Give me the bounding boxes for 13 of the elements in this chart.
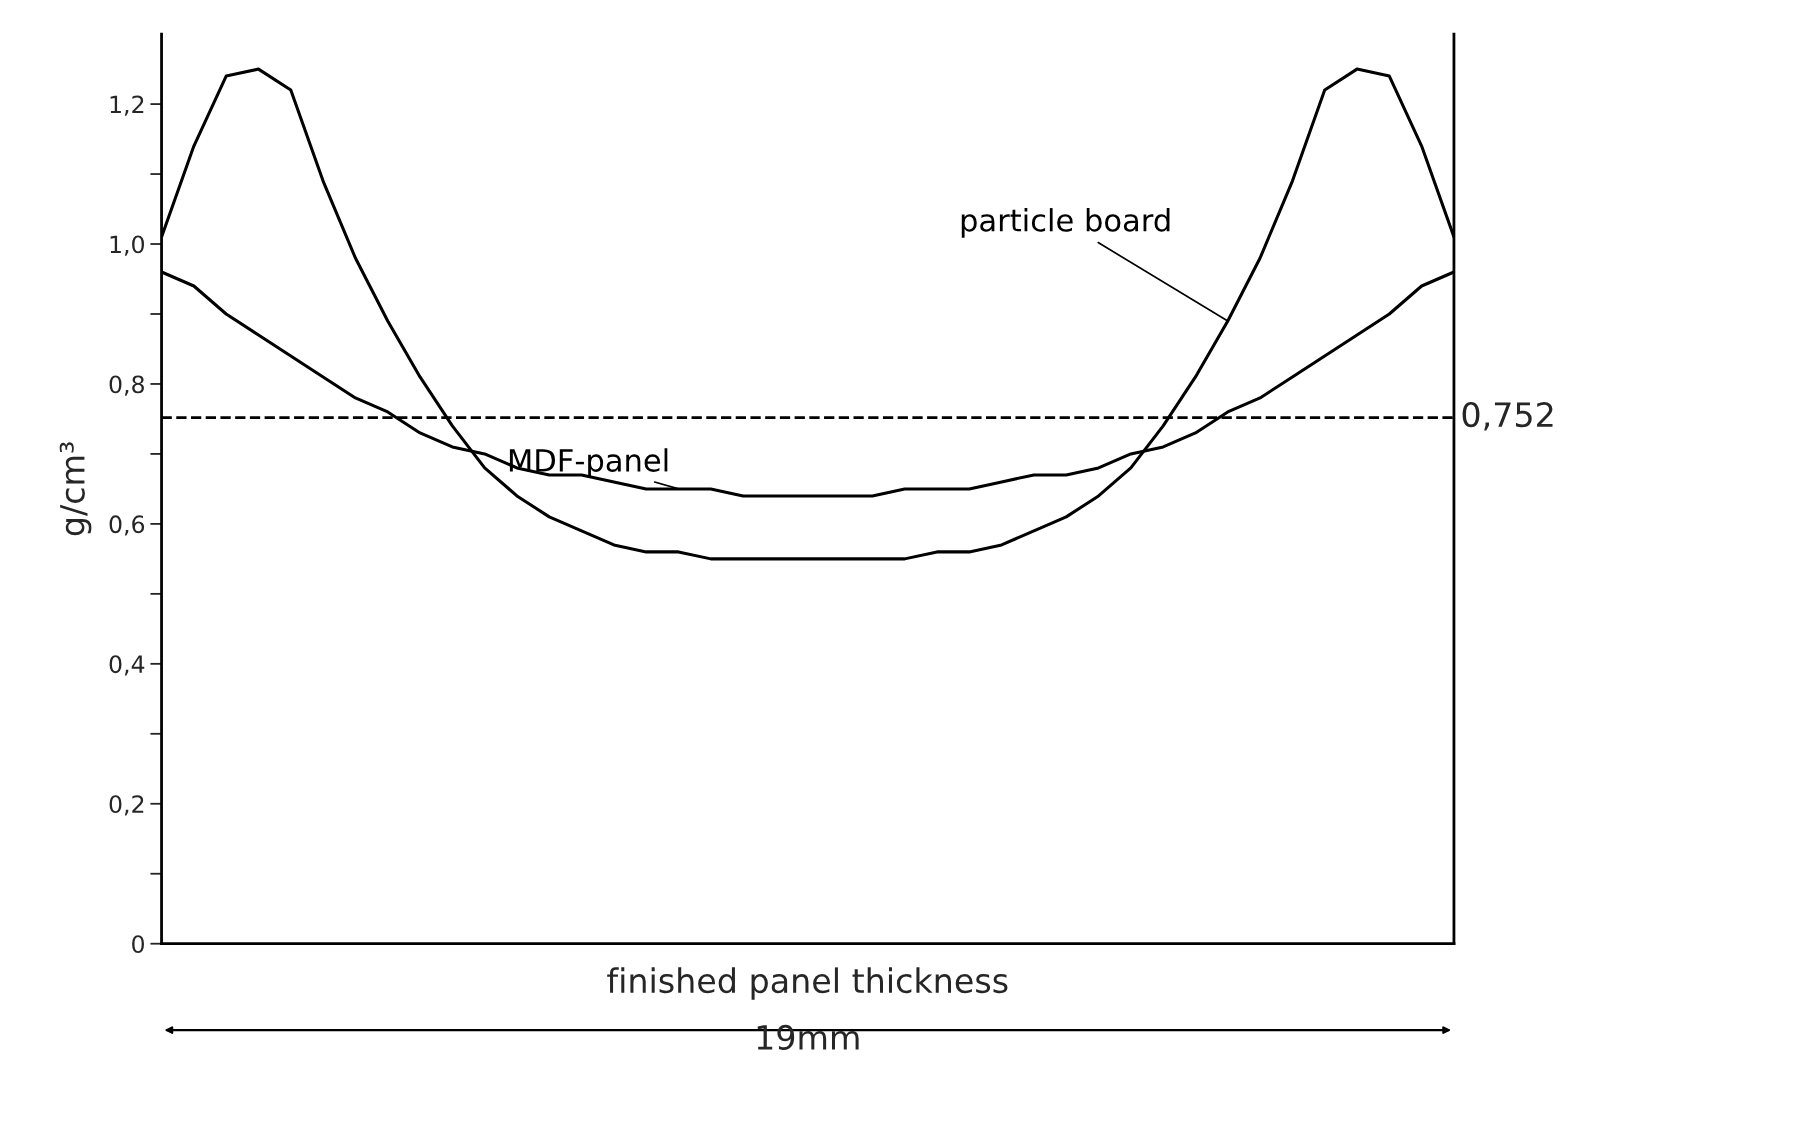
series-label: MDF-panel bbox=[509, 448, 668, 478]
x-axis-title: finished panel thickness bbox=[607, 967, 1008, 1000]
y-tick-label: 1,2 bbox=[110, 95, 144, 116]
y-tick-label: 0,6 bbox=[109, 515, 145, 536]
y-tick-label: 1,0 bbox=[110, 235, 145, 256]
text: particle board bbox=[961, 208, 1170, 238]
ref-line-label: 0,752 bbox=[1462, 402, 1553, 431]
text: 19mm bbox=[757, 1024, 859, 1051]
y-tick-label: 0 bbox=[132, 935, 145, 954]
y-tick-label: 0,2 bbox=[109, 795, 144, 816]
y-tick-label: 0,8 bbox=[109, 375, 144, 396]
y-axis-title: g/cm³ bbox=[59, 442, 92, 536]
y-tick-label: 0,4 bbox=[109, 655, 145, 676]
